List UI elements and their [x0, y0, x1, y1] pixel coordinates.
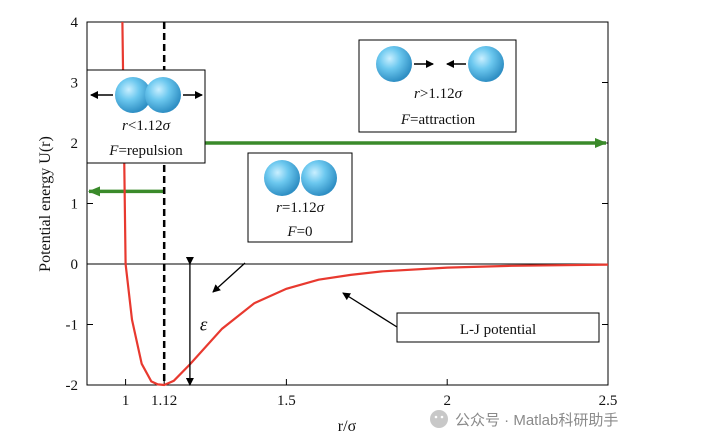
attraction-f-var: F: [400, 112, 411, 128]
lj-pointer-arrow: [342, 292, 398, 328]
y-axis-ticks: -2 -1 0 1 2 3 4: [66, 15, 608, 394]
particle: [145, 77, 181, 113]
svg-text:F=attraction: F=attraction: [400, 112, 476, 128]
wechat-icon: [430, 410, 448, 428]
repulsion-f-var: F: [108, 143, 119, 159]
svg-text:r<1.12σ: r<1.12σ: [122, 118, 171, 134]
particle: [264, 160, 300, 196]
y-tick-label: 1: [71, 197, 79, 213]
equilibrium-sigma: σ: [317, 200, 325, 216]
x-tick-label: 2: [443, 393, 451, 409]
attraction-r-cond: >1.12: [420, 86, 455, 102]
equilibrium-f-label: =0: [297, 224, 313, 240]
svg-text:r=1.12σ: r=1.12σ: [276, 200, 325, 216]
x-tick-label: 1: [122, 393, 130, 409]
repulsion-sigma: σ: [163, 118, 171, 134]
attraction-f-label: =attraction: [410, 112, 476, 128]
y-tick-label: 3: [71, 76, 79, 92]
particle: [115, 77, 151, 113]
y-tick-label: 4: [71, 15, 79, 31]
equilibrium-r-var: r: [276, 200, 282, 216]
svg-text:r>1.12σ: r>1.12σ: [414, 86, 463, 102]
attraction-box: r>1.12σ F=attraction: [358, 39, 517, 133]
watermark: 公众号 · Matlab科研助手: [430, 410, 618, 429]
repulsion-r-var: r: [122, 118, 128, 134]
particle: [301, 160, 337, 196]
particle: [376, 46, 412, 82]
repulsion-f-label: =repulsion: [118, 143, 183, 159]
y-tick-label: -2: [66, 378, 79, 394]
lj-label-box: L-J potential: [342, 292, 600, 343]
svg-text:F=repulsion: F=repulsion: [108, 143, 183, 159]
equilibrium-box: r=1.12σ F=0: [247, 152, 353, 243]
x-axis-ticks: 1 1.12 1.5 2 2.5: [122, 379, 618, 409]
y-tick-label: -1: [66, 318, 79, 334]
y-axis-title: Potential energy U(r): [37, 136, 54, 272]
watermark-text: 公众号 · Matlab科研助手: [455, 412, 618, 429]
attraction-r-var: r: [414, 86, 420, 102]
y-tick-label: 2: [71, 136, 79, 152]
epsilon-label: ε: [200, 315, 208, 336]
lj-potential-line: [121, 21, 609, 387]
x-tick-label: 2.5: [599, 393, 618, 409]
svg-text:F=0: F=0: [286, 224, 312, 240]
equilibrium-r-cond: =1.12: [282, 200, 317, 216]
repulsion-r-cond: <1.12: [128, 118, 163, 134]
y-tick-label: 0: [71, 257, 79, 273]
attraction-sigma: σ: [455, 86, 463, 102]
x-axis-title: r/σ: [338, 418, 357, 435]
repulsion-box: r<1.12σ F=repulsion: [86, 69, 206, 164]
equilibrium-f-var: F: [286, 224, 297, 240]
x-tick-label: 1.12: [151, 393, 177, 409]
particle: [468, 46, 504, 82]
lj-label: L-J potential: [460, 322, 536, 338]
x-tick-label: 1.5: [277, 393, 296, 409]
equilibrium-pointer-arrow: [212, 262, 246, 293]
